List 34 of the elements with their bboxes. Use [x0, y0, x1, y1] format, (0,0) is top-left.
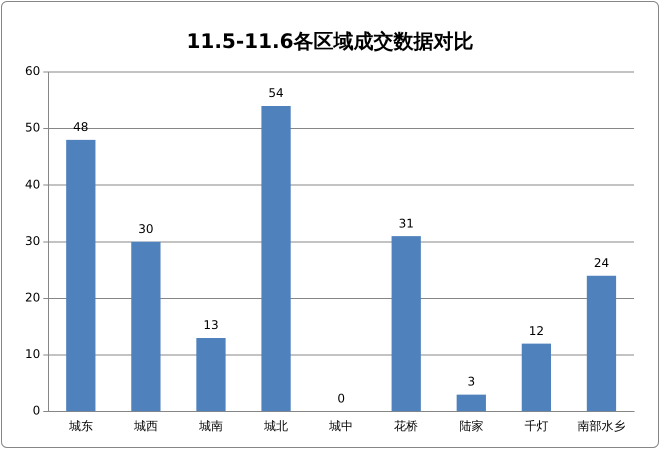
y-tick-label: 20 [24, 290, 40, 305]
bar [392, 236, 421, 412]
x-tick-label: 城中 [328, 418, 354, 433]
data-label: 12 [528, 324, 544, 338]
bar [522, 344, 552, 412]
x-tick-label: 千灯 [524, 418, 548, 433]
bar [456, 394, 486, 412]
data-label: 31 [398, 216, 414, 230]
x-tick-label: 城西 [132, 418, 158, 433]
x-tick-label: 南部水乡 [577, 418, 626, 433]
bar [131, 242, 161, 412]
x-tick-label: 陆家 [459, 418, 484, 433]
data-label: 54 [268, 86, 284, 100]
x-tick-label: 城北 [263, 418, 288, 433]
data-label: 48 [73, 120, 88, 134]
y-tick-label: 40 [24, 177, 40, 192]
data-label: 30 [138, 222, 154, 236]
data-label: 13 [203, 318, 219, 332]
y-tick-label: 30 [24, 234, 40, 248]
bar [196, 338, 226, 412]
data-label: 0 [337, 392, 345, 406]
y-tick-label: 10 [24, 347, 40, 362]
chart-title: 11.5-11.6各区域成交数据对比 [186, 28, 474, 55]
bar [66, 140, 96, 412]
x-tick-label: 城南 [198, 418, 223, 433]
data-label: 3 [467, 374, 476, 389]
x-tick-label: 城东 [68, 418, 93, 433]
y-tick-label: 0 [32, 404, 40, 418]
x-tick-label: 花桥 [394, 418, 418, 433]
y-tick-label: 50 [24, 120, 40, 135]
data-label: 24 [594, 256, 610, 270]
y-tick-label: 60 [24, 64, 40, 78]
bar [261, 106, 291, 412]
bar [586, 276, 616, 412]
